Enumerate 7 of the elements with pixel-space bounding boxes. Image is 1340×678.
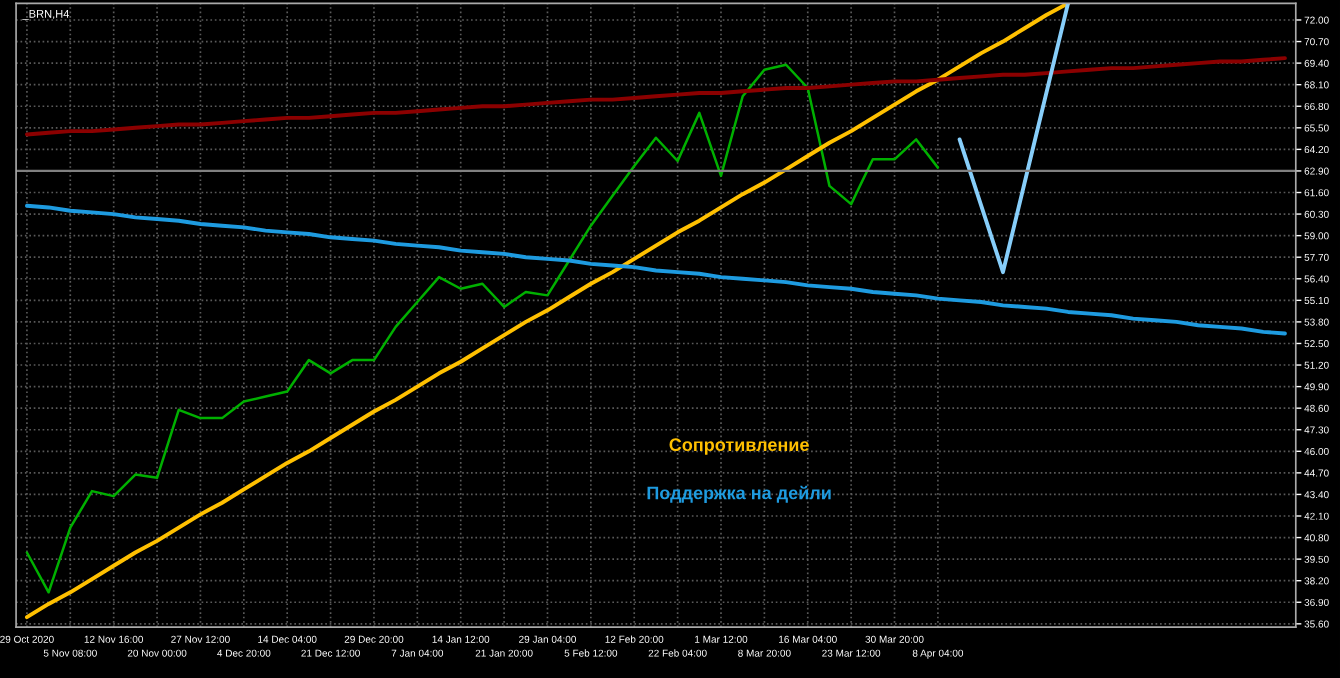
line-series (24, 56, 1287, 137)
annotation: Сопротивление (669, 438, 809, 455)
line-series (24, 203, 1287, 336)
line-series (957, 3, 1070, 275)
line-series (25, 63, 940, 594)
line-series (24, 3, 1070, 620)
annotation: Поддержка на дейли (647, 485, 831, 503)
